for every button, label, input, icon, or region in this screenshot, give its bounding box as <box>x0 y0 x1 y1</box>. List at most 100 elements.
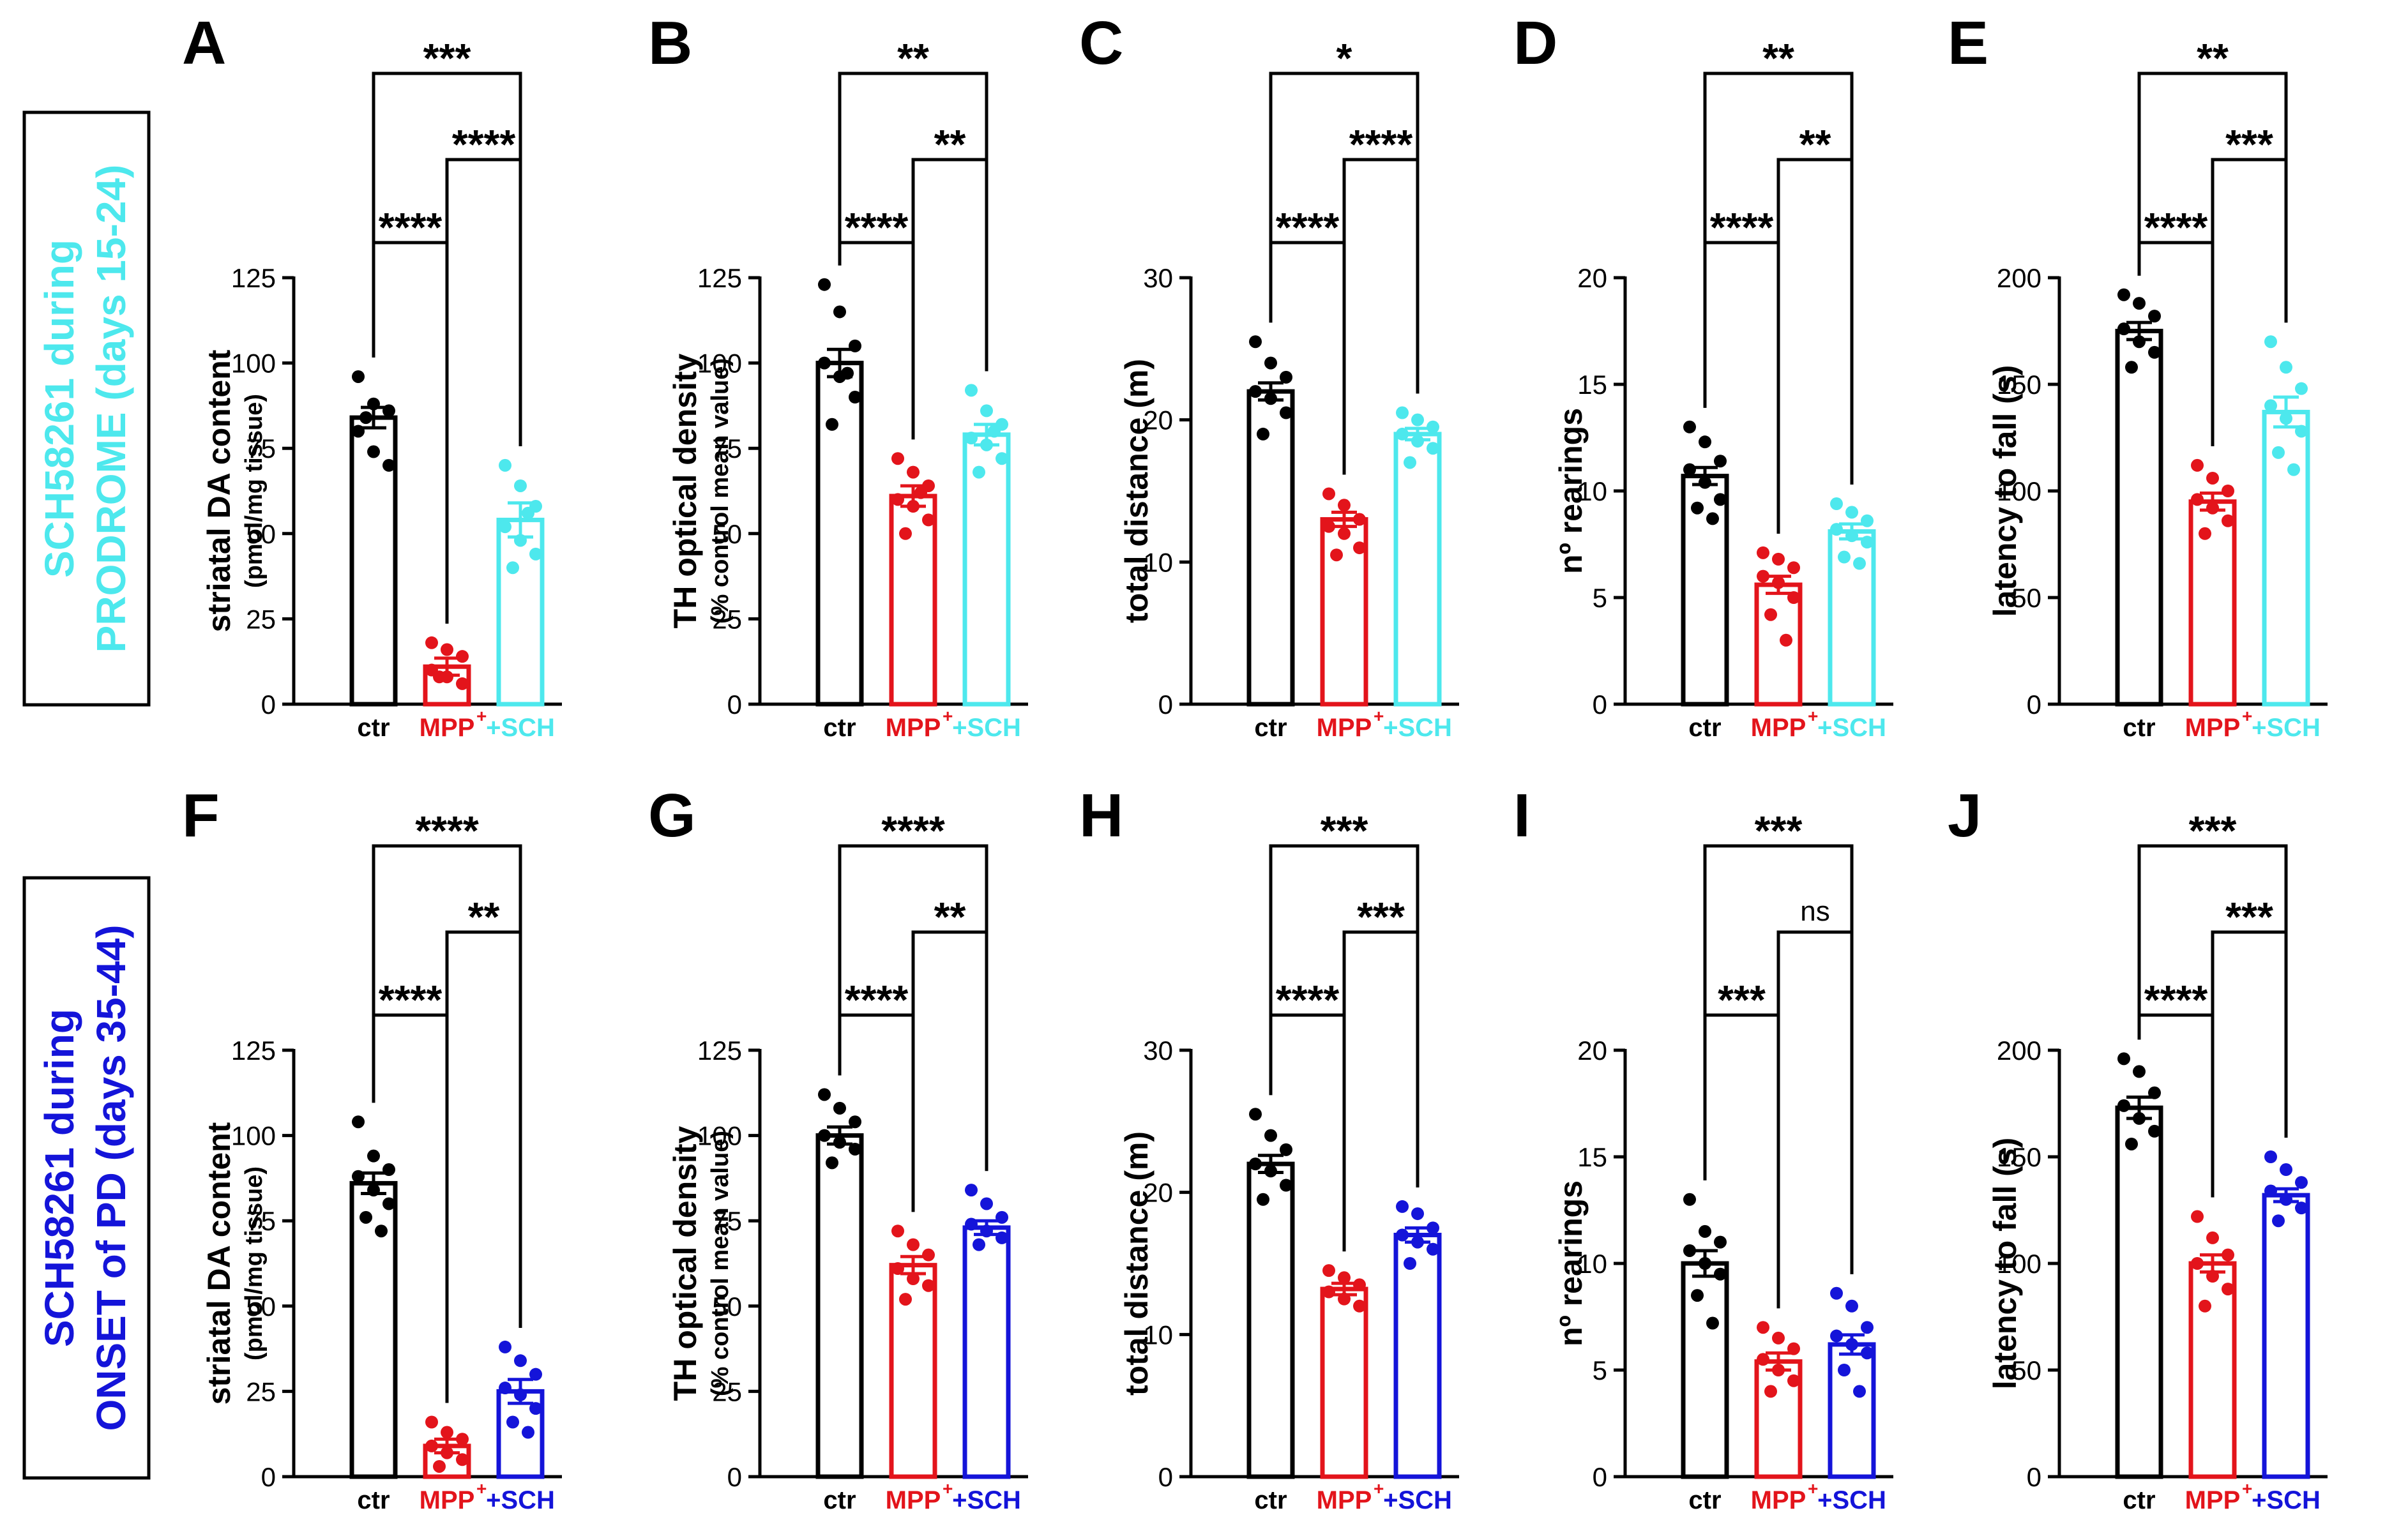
data-point <box>1353 541 1366 555</box>
y-tick-label: 100 <box>697 1121 742 1151</box>
significance-label: ** <box>2197 35 2229 81</box>
x-tick-label-0: ctr <box>1688 1486 1721 1514</box>
data-point <box>965 1184 978 1197</box>
y-tick-label: 30 <box>1143 1036 1173 1066</box>
data-point <box>425 1415 438 1429</box>
bar-2 <box>2262 409 2310 707</box>
y-tick-label: 100 <box>697 349 742 379</box>
x-tick-label-2: +SCH <box>2252 714 2321 742</box>
x-tick-label-2: +SCH <box>486 1486 555 1514</box>
data-point <box>899 1293 912 1306</box>
y-tick-label: 0 <box>1158 1462 1173 1492</box>
y-axis-label: nº rearings <box>1553 408 1589 574</box>
y-tick-label: 10 <box>1143 1320 1173 1350</box>
data-point <box>352 425 365 438</box>
data-point <box>1861 514 1874 527</box>
data-point <box>367 397 380 411</box>
data-point <box>433 670 446 684</box>
data-point <box>1427 1221 1439 1235</box>
data-point <box>1706 1316 1719 1330</box>
y-axis-sublabel: (% control mean value) <box>707 358 734 624</box>
y-tick-label: 0 <box>1158 689 1173 720</box>
mpp-superscript: + <box>1808 1479 1818 1498</box>
data-point <box>2133 297 2146 310</box>
data-point <box>2280 1193 2292 1206</box>
significance-bracket <box>1703 844 1854 1274</box>
data-point <box>2117 1099 2130 1112</box>
data-point <box>2206 501 2219 515</box>
y-tick-label: 0 <box>2027 689 2041 720</box>
panel-letter: J <box>1948 781 1981 850</box>
x-tick-label-1: MPP <box>1317 1486 1372 1514</box>
data-point <box>506 1415 519 1429</box>
x-tick-label-0: ctr <box>1254 1486 1287 1514</box>
row-label-onset-line1: SCH58261 during <box>36 1009 82 1347</box>
y-axis-sublabel: (% control mean value) <box>707 1131 734 1396</box>
data-point <box>980 1197 993 1210</box>
panel-letter: C <box>1079 9 1123 77</box>
data-point <box>1757 569 1769 583</box>
data-point <box>849 1142 861 1156</box>
data-point <box>1845 1299 1858 1313</box>
y-tick-label: 125 <box>697 263 742 293</box>
y-axis-sublabel: (pmol/mg tissue) <box>241 394 268 588</box>
data-point <box>1396 427 1409 441</box>
significance-label: ** <box>468 894 500 940</box>
mpp-superscript: + <box>2242 706 2252 726</box>
y-tick-label: 25 <box>712 1376 742 1406</box>
y-axis-label: total distance (m) <box>1119 1131 1155 1396</box>
data-point <box>1427 442 1439 455</box>
data-point <box>826 1156 838 1170</box>
mpp-superscript: + <box>476 1479 487 1498</box>
data-point <box>907 1238 920 1251</box>
significance-label: *** <box>2225 894 2273 940</box>
x-tick-label-1: MPP <box>2185 714 2241 742</box>
data-point <box>1772 552 1785 566</box>
x-tick-label-2: +SCH <box>1817 714 1886 742</box>
data-point <box>1691 501 1704 515</box>
data-point <box>1264 1164 1277 1178</box>
y-tick-label: 25 <box>246 1376 276 1406</box>
data-point <box>441 1446 453 1459</box>
y-tick-label: 15 <box>1577 370 1607 400</box>
data-point <box>2222 485 2234 497</box>
significance-label: *** <box>423 35 471 81</box>
data-point <box>1411 1207 1424 1221</box>
data-point <box>1280 1143 1292 1156</box>
x-tick-label-2: +SCH <box>2252 1486 2321 1514</box>
y-tick-label: 5 <box>1593 1355 1607 1385</box>
data-point <box>1772 576 1785 589</box>
y-tick-label: 200 <box>1997 263 2041 293</box>
x-tick-label-1: MPP <box>886 714 941 742</box>
y-tick-label: 200 <box>1997 1036 2041 1066</box>
data-point <box>2295 425 2308 438</box>
bar-2 <box>962 432 1011 707</box>
data-point <box>996 1231 1008 1244</box>
data-point <box>352 370 365 383</box>
y-tick-label: 50 <box>246 519 276 549</box>
y-tick-label: 0 <box>727 689 742 720</box>
y-axis-label: striatal DA content <box>201 349 237 632</box>
data-point <box>2264 399 2277 412</box>
data-point <box>506 561 519 575</box>
data-point <box>1353 513 1366 526</box>
data-point <box>1861 536 1874 549</box>
data-point <box>1427 1242 1439 1256</box>
significance-label: **** <box>881 808 945 854</box>
data-point <box>514 479 527 492</box>
x-tick-label-2: +SCH <box>1383 1486 1452 1514</box>
data-point <box>1861 1321 1874 1334</box>
data-point <box>367 1149 380 1163</box>
data-point <box>891 1224 904 1238</box>
data-point <box>2133 335 2146 349</box>
data-point <box>965 384 978 397</box>
data-point <box>2148 1124 2161 1138</box>
data-point <box>1838 550 1851 564</box>
data-point <box>1683 1244 1696 1257</box>
data-point <box>1338 1271 1351 1285</box>
panel-letter: F <box>182 781 220 850</box>
data-point <box>2206 1231 2219 1244</box>
data-point <box>833 1101 846 1115</box>
y-tick-label: 0 <box>1593 1462 1607 1492</box>
